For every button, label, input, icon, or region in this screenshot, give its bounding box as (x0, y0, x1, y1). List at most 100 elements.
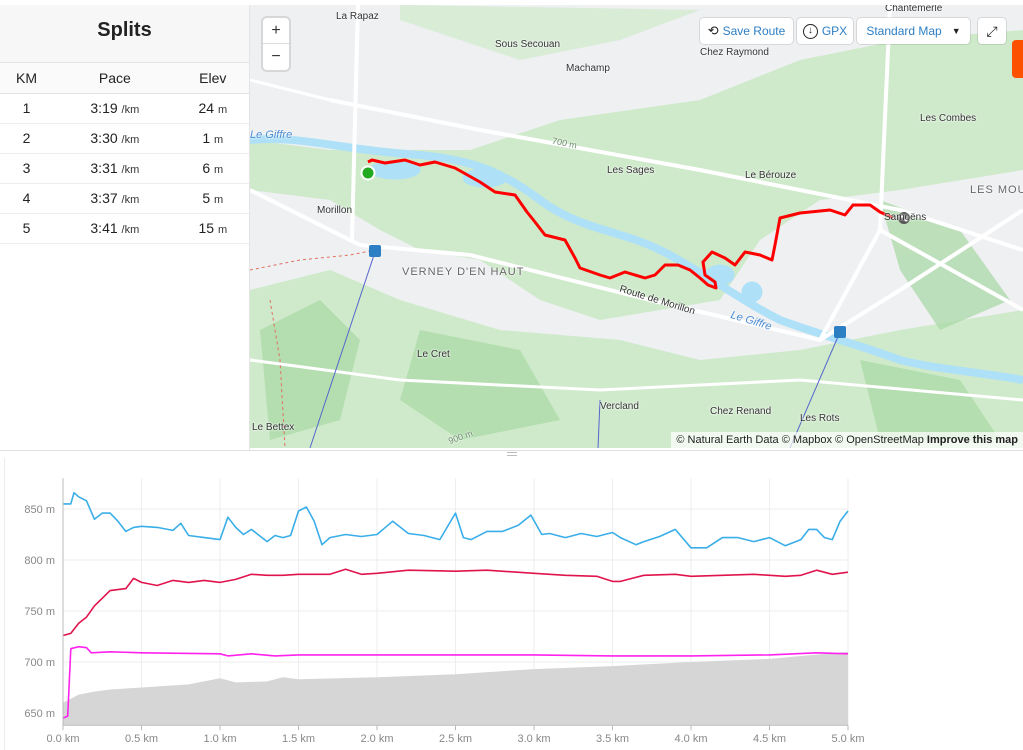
split-km: 4 (0, 183, 54, 214)
pace-value: 3:41 (90, 220, 118, 236)
x-tick-label: 0.0 km (46, 733, 79, 745)
attribution-text: © Natural Earth Data © Mapbox © OpenStre… (676, 434, 924, 446)
start-marker (360, 165, 376, 181)
split-pace: 3:41 /km (53, 213, 177, 244)
improve-map-link[interactable]: Improve this map (926, 434, 1018, 446)
map-label: Les Rots (800, 413, 840, 424)
split-km: 1 (0, 93, 54, 124)
split-row: 2 3:30 /km 1 m (0, 123, 249, 154)
fullscreen-button[interactable]: ⤢ (978, 18, 1006, 44)
map-label: Samoëns (884, 212, 927, 223)
map-style-label: Standard Map (866, 24, 942, 38)
series-line-blue (63, 491, 849, 549)
y-tick-label: 700 m (24, 657, 55, 669)
pace-value: 3:31 (90, 160, 118, 176)
map-label: Les Sages (607, 165, 655, 176)
fullscreen-icon: ⤢ (986, 22, 998, 39)
roads (250, 5, 1023, 402)
x-tick-label: 3.0 km (517, 733, 550, 745)
elev-unit: m (214, 194, 224, 206)
split-elev: 15 m (176, 213, 249, 244)
pace-unit: /km (121, 134, 140, 146)
side-tab[interactable] (1012, 40, 1023, 78)
split-elev: 1 m (176, 123, 249, 154)
series-line-red (62, 568, 849, 637)
series-area-gray (63, 651, 848, 726)
download-icon: ↓ (802, 23, 818, 39)
x-tick-label: 4.5 km (753, 733, 786, 745)
pace-unit: /km (121, 104, 140, 116)
x-tick-label: 1.0 km (203, 733, 236, 745)
y-tick-label: 850 m (24, 504, 55, 516)
splits-title: Splits (0, 5, 249, 63)
trails (250, 249, 376, 448)
gpx-label: GPX (821, 24, 848, 38)
split-row: 4 3:37 /km 5 m (0, 183, 249, 214)
caret-down-icon: ▼ (951, 26, 961, 36)
finish-flag-icon (898, 212, 910, 224)
elev-value: 24 (198, 100, 215, 116)
split-row: 1 3:19 /km 24 m (0, 93, 249, 124)
split-row: 5 3:41 /km 15 m (0, 213, 249, 244)
route-icon: ⟲ (707, 23, 719, 38)
elev-unit: m (217, 104, 228, 116)
map-label: Chez Raymond (700, 47, 769, 58)
elev-unit: m (214, 164, 224, 176)
map-label: Chez Renand (710, 406, 772, 417)
map-label: VERNEY D'EN HAUT (402, 266, 525, 278)
map-label: Machamp (566, 63, 610, 74)
map-label: Chantemerle (885, 5, 943, 14)
zoom-out-button[interactable]: − (271, 48, 281, 65)
route-line (367, 158, 894, 290)
route-map[interactable]: La Rapaz Chantemerle Sous Secouan Chez R… (250, 5, 1023, 448)
col-pace: Pace (53, 63, 177, 94)
elev-unit: m (217, 224, 228, 236)
x-tick-label: 5.0 km (831, 733, 864, 745)
gpx-button[interactable]: ↓ GPX (797, 18, 853, 44)
map-label: Sous Secouan (495, 39, 561, 50)
panel-divider[interactable] (0, 450, 1023, 458)
y-tick-label: 650 m (24, 708, 55, 720)
zoom-in-button[interactable]: + (263, 18, 289, 44)
split-row: 3 3:31 /km 6 m (0, 153, 249, 184)
map-label: Vercland (600, 401, 639, 412)
resize-grip-icon[interactable] (507, 452, 517, 456)
split-km: 3 (0, 153, 54, 184)
pace-value: 3:30 (90, 130, 118, 146)
split-elev: 24 m (176, 93, 249, 124)
map-label: Morillon (317, 205, 353, 216)
split-pace: 3:31 /km (53, 153, 177, 184)
x-tick-label: 2.5 km (439, 733, 472, 745)
map-label: Le Giffre (250, 129, 293, 141)
y-tick-label: 750 m (24, 606, 55, 618)
elevation-chart[interactable]: 650 m 700 m 750 m 800 m 850 m 0.0 km 0.5 km 1.0… (0, 458, 1023, 750)
split-elev: 6 m (176, 153, 249, 184)
elev-unit: m (214, 134, 224, 146)
map-label: Le Bettex (252, 422, 295, 433)
map-label: Les Combes (920, 113, 977, 124)
cable-car-icon (369, 245, 846, 338)
chart-border (4, 458, 5, 750)
series-line-magenta (62, 645, 849, 719)
x-tick-label: 3.5 km (596, 733, 629, 745)
y-tick-label: 800 m (24, 555, 55, 567)
map-canvas[interactable] (250, 5, 1023, 448)
x-tick-label: 4.0 km (674, 733, 707, 745)
split-km: 2 (0, 123, 54, 154)
x-tick-label: 0.5 km (125, 733, 158, 745)
split-km: 5 (0, 213, 54, 244)
elev-value: 1 (202, 130, 211, 146)
elev-value: 15 (198, 220, 215, 236)
map-label: Le Bérouze (745, 170, 797, 181)
map-attribution: © Natural Earth Data © Mapbox © OpenStre… (671, 432, 1023, 448)
col-km: KM (0, 63, 54, 94)
split-pace: 3:37 /km (53, 183, 177, 214)
pace-unit: /km (121, 164, 140, 176)
map-style-dropdown[interactable]: Standard Map ▼ (857, 18, 970, 44)
pace-unit: /km (121, 194, 140, 206)
zoom-control: + − (263, 18, 289, 70)
save-route-button[interactable]: ⟲ Save Route (700, 18, 793, 44)
col-elev: Elev (176, 63, 249, 94)
